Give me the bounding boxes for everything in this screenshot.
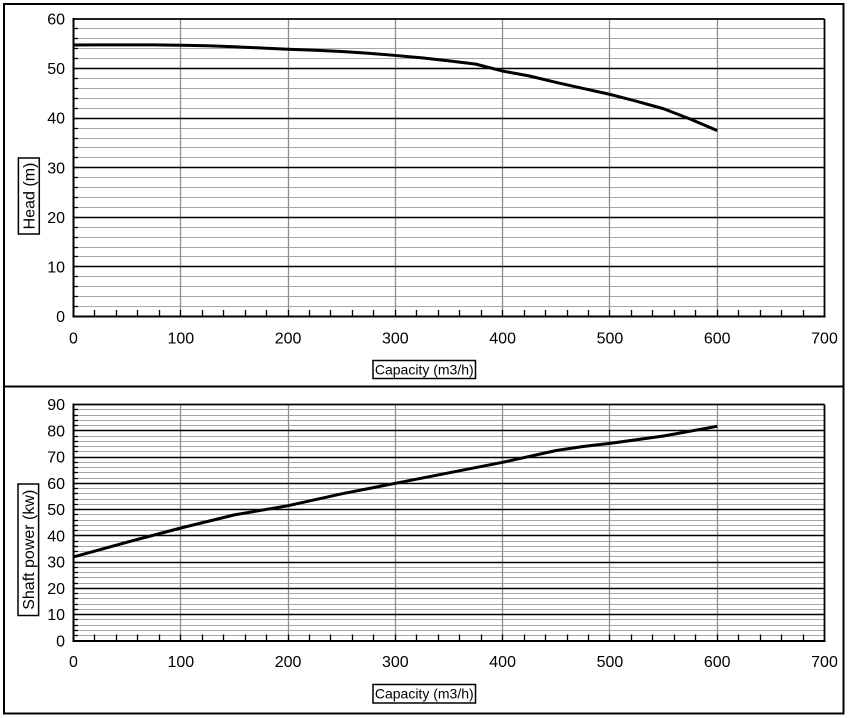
svg-text:0: 0	[56, 309, 65, 326]
svg-text:40: 40	[47, 528, 65, 545]
svg-text:60: 60	[47, 12, 65, 29]
svg-text:200: 200	[275, 654, 302, 671]
svg-text:60: 60	[47, 476, 65, 493]
svg-text:400: 400	[489, 331, 516, 348]
svg-text:10: 10	[47, 607, 65, 624]
svg-text:500: 500	[597, 331, 624, 348]
svg-text:600: 600	[704, 331, 731, 348]
svg-text:70: 70	[47, 450, 65, 467]
svg-text:50: 50	[47, 502, 65, 519]
svg-text:300: 300	[382, 331, 409, 348]
svg-text:100: 100	[167, 654, 194, 671]
svg-text:700: 700	[811, 331, 838, 348]
svg-text:0: 0	[69, 654, 78, 671]
svg-text:10: 10	[47, 259, 65, 276]
svg-text:Head (m): Head (m)	[21, 163, 38, 230]
svg-text:80: 80	[47, 423, 65, 440]
svg-text:400: 400	[489, 654, 516, 671]
svg-text:50: 50	[47, 61, 65, 78]
svg-text:30: 30	[47, 160, 65, 177]
svg-text:Capacity (m3/h): Capacity (m3/h)	[375, 361, 474, 377]
svg-text:40: 40	[47, 111, 65, 128]
svg-text:0: 0	[69, 331, 78, 348]
svg-text:Shaft power (kw): Shaft power (kw)	[21, 490, 38, 610]
svg-text:500: 500	[597, 654, 624, 671]
svg-text:20: 20	[47, 581, 65, 598]
svg-text:20: 20	[47, 210, 65, 227]
svg-text:0: 0	[56, 634, 65, 651]
svg-text:30: 30	[47, 555, 65, 572]
svg-text:200: 200	[275, 331, 302, 348]
svg-text:90: 90	[47, 397, 65, 414]
svg-text:100: 100	[167, 331, 194, 348]
svg-text:300: 300	[382, 654, 409, 671]
svg-text:600: 600	[704, 654, 731, 671]
svg-text:700: 700	[811, 654, 838, 671]
svg-text:Capacity (m3/h): Capacity (m3/h)	[375, 686, 474, 702]
